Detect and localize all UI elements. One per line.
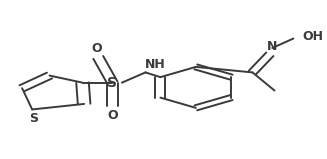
Text: O: O	[91, 42, 102, 55]
Text: O: O	[107, 109, 118, 122]
Text: N: N	[267, 40, 278, 53]
Text: OH: OH	[303, 30, 324, 43]
Text: S: S	[29, 112, 38, 125]
Text: S: S	[108, 76, 117, 90]
Text: NH: NH	[145, 58, 165, 71]
